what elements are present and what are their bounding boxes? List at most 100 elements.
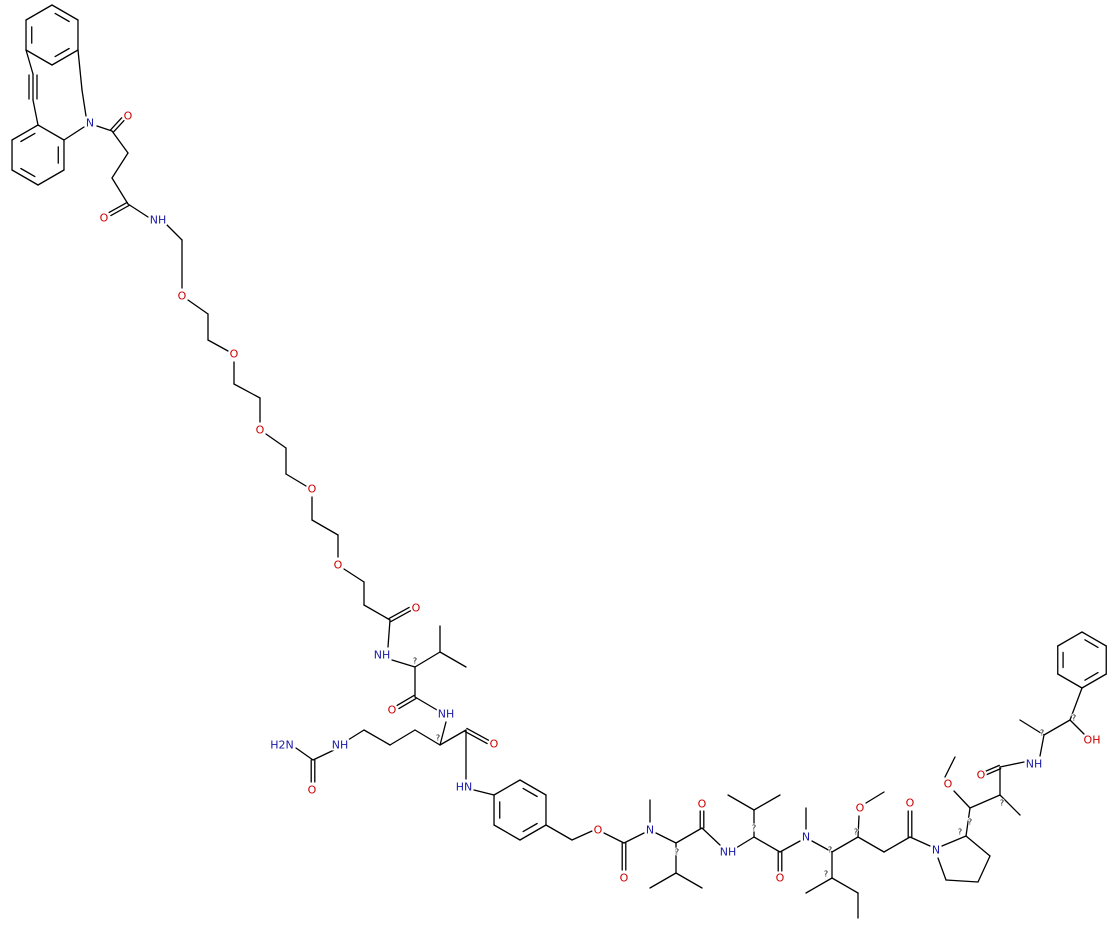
bonds — [11, 4, 1107, 919]
bond — [32, 99, 39, 126]
bond — [439, 721, 447, 746]
bond — [414, 696, 438, 711]
bond — [398, 697, 417, 710]
bond — [1019, 719, 1045, 736]
bond — [831, 836, 859, 853]
bond — [522, 787, 538, 798]
bond — [388, 606, 410, 620]
bond — [111, 130, 129, 154]
bond — [675, 827, 703, 844]
atom-label: N — [802, 831, 810, 844]
atom-label: O — [977, 769, 986, 782]
bond — [387, 619, 391, 648]
atom-label: O — [620, 872, 629, 885]
bond — [81, 89, 87, 117]
atom-label: O — [594, 824, 603, 837]
bond — [108, 201, 128, 214]
bond — [675, 872, 703, 889]
bond — [63, 126, 85, 141]
bond — [233, 383, 261, 399]
bond — [54, 47, 70, 58]
atom-label: O — [412, 602, 421, 615]
bond — [414, 651, 441, 668]
bond — [1057, 631, 1083, 647]
stereo-mark: ? — [1072, 714, 1076, 723]
bond — [1081, 631, 1107, 647]
bond — [811, 840, 833, 853]
stereo-mark: ? — [413, 657, 417, 666]
bond — [1069, 719, 1085, 735]
bond — [727, 794, 755, 811]
bond — [649, 872, 677, 889]
bond — [986, 768, 1002, 776]
bond — [984, 764, 1000, 772]
bond — [1084, 639, 1099, 649]
stereo-mark: ? — [828, 846, 832, 855]
bond — [857, 836, 885, 853]
bond — [265, 433, 287, 449]
atom-label: O — [308, 483, 317, 496]
bond — [347, 729, 365, 741]
bond — [363, 729, 391, 746]
atom-label: O — [256, 424, 265, 437]
stereo-mark: ? — [958, 828, 962, 837]
atom-label: O — [490, 738, 499, 751]
bond — [390, 609, 412, 623]
bond — [941, 835, 967, 847]
bond — [655, 832, 677, 844]
atom-label: O — [334, 559, 343, 572]
atom-label: NH — [332, 739, 349, 752]
stereo-mark: ? — [752, 824, 756, 833]
bond — [1043, 719, 1071, 736]
atom-label: NH — [438, 708, 455, 721]
bond — [519, 824, 547, 841]
bond — [207, 339, 229, 352]
atom-label: O — [906, 797, 915, 810]
stereo-mark: ? — [968, 818, 972, 827]
bond — [312, 749, 335, 761]
bond — [519, 779, 547, 796]
bond — [187, 299, 209, 315]
atom-label: NH — [150, 214, 167, 227]
bond — [285, 473, 307, 487]
bond — [311, 519, 339, 536]
bond — [391, 659, 416, 668]
bond — [1039, 734, 1045, 757]
atom-label: N — [86, 117, 94, 130]
bond — [701, 827, 721, 846]
stereo-mark: ? — [436, 734, 440, 743]
bond — [343, 568, 365, 583]
atom-label: O — [698, 798, 707, 811]
bond — [37, 169, 65, 186]
bond — [96, 125, 113, 132]
bond — [165, 223, 183, 241]
atom-label: N — [932, 844, 940, 857]
bond — [1084, 671, 1099, 681]
bond — [779, 840, 801, 853]
bond — [865, 791, 885, 804]
stereo-mark: ? — [675, 848, 679, 857]
bond — [110, 117, 123, 131]
bond — [54, 12, 70, 23]
bond — [977, 855, 991, 883]
stereo-mark: ? — [824, 870, 828, 879]
atom-label: O — [178, 290, 187, 303]
bond — [571, 830, 593, 841]
atom-label: O — [856, 802, 865, 815]
bond — [389, 729, 416, 746]
atom-label: O — [776, 872, 785, 885]
bond — [396, 694, 415, 707]
bond — [753, 794, 781, 811]
bond — [110, 204, 130, 217]
bond — [20, 132, 36, 143]
bond — [999, 761, 1025, 768]
bond — [603, 832, 625, 844]
atom-label: NH — [374, 649, 391, 662]
bond — [937, 857, 947, 881]
bond — [965, 807, 971, 837]
atom-labels: N O O NH O O O O O O NH ? O NH ? O H2N N… — [84, 108, 1103, 887]
bond — [735, 836, 755, 849]
atom-label: O — [100, 212, 109, 225]
bond — [945, 879, 979, 883]
bond — [753, 836, 781, 853]
